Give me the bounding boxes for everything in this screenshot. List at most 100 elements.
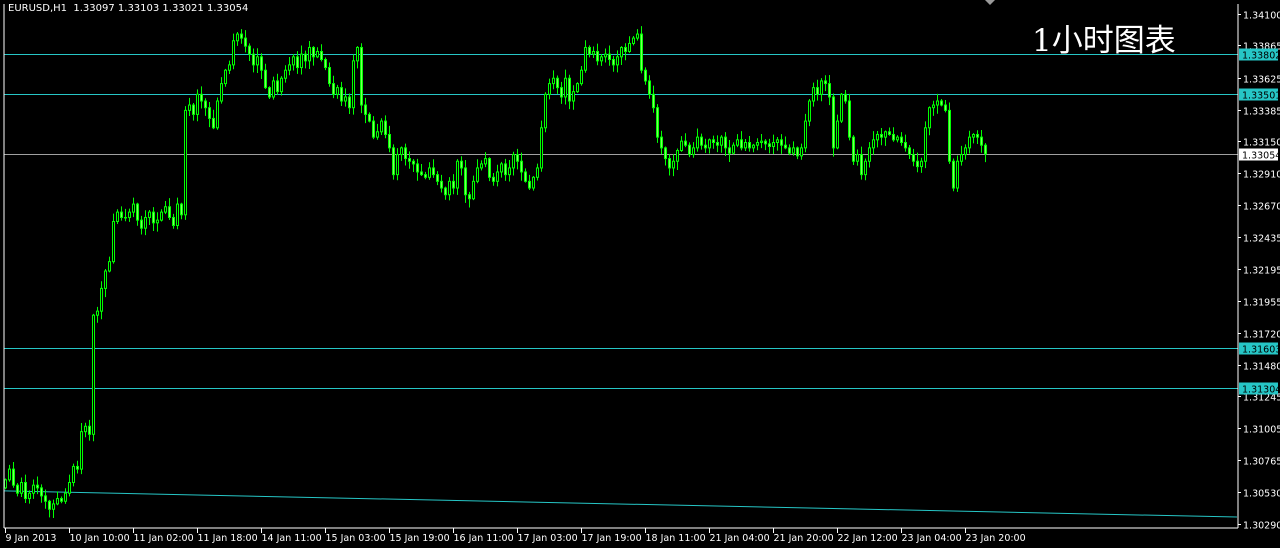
bull-candle-body [64,492,67,502]
time-tick-label: 15 Jan 03:00 [326,533,386,544]
candle [668,154,671,176]
candle [700,133,703,150]
price-tick-label: 1.32195 [1243,266,1280,277]
bear-candle-body [660,136,663,149]
bull-candle-body [164,206,167,213]
bear-candle-body [120,211,123,218]
candle [800,143,803,160]
bear-candle-body [644,69,647,82]
bull-candle-body [576,83,579,93]
candle [600,54,603,66]
candle [804,113,807,153]
candle [816,79,819,101]
bear-candle-body [764,140,767,145]
bear-candle-body [784,144,787,149]
candle [696,128,699,152]
candle [152,207,155,231]
candle [548,78,551,100]
candle [472,175,475,201]
bull-candle-body [336,87,339,95]
candle [180,202,183,220]
bull-candle-body [696,136,699,149]
level-price-label: 1.33802 [1242,51,1280,62]
price-tick-label: 1.33625 [1243,75,1280,86]
candle [664,146,667,166]
level-price-label: 1.31603 [1242,345,1280,356]
bear-candle-body [324,59,327,69]
bear-candle-body [704,144,707,149]
bear-candle-body [464,167,467,196]
bull-candle-body [960,154,963,162]
bull-candle-body [20,482,23,494]
bull-candle-body [772,142,775,148]
candles [4,26,987,519]
bear-candle-body [852,136,855,162]
candle [120,206,123,221]
candle [320,44,323,62]
candle [744,138,747,152]
candle [896,135,899,143]
bear-candle-body [204,100,207,109]
bear-candle-body [516,154,519,162]
bull-candle-body [884,131,887,138]
candle [52,499,55,519]
bear-candle-body [916,160,919,168]
bear-candle-body [264,69,267,89]
bear-candle-body [152,211,155,224]
bear-candle-body [908,147,911,156]
bull-candle-body [600,56,603,62]
candle [424,171,427,180]
bull-candle-body [868,147,871,162]
candle [224,68,227,87]
bear-candle-body [140,219,143,229]
candle [56,491,59,506]
candle [984,143,987,163]
candle [264,63,267,89]
candle [356,46,359,69]
bear-candle-body [372,120,375,138]
candle [732,142,735,155]
candle [532,175,535,191]
bull-candle-body [280,77,283,93]
bear-candle-body [556,77,559,89]
candle [860,146,863,180]
bear-candle-body [172,216,175,226]
candle [796,146,799,160]
candle [116,209,119,225]
bull-candle-body [284,69,287,79]
bear-candle-body [684,140,687,146]
price-tick-label: 1.31245 [1243,393,1280,404]
bear-candle-body [656,107,659,138]
bull-candle-body [812,87,815,102]
candle [404,143,407,166]
candle [564,69,567,105]
candle [60,496,63,504]
bear-candle-body [304,53,307,62]
candle [144,210,147,236]
candle [972,133,975,144]
candle [916,152,919,173]
candle [16,483,19,497]
candle [836,114,839,150]
bull-candle-body [760,140,763,144]
candle [480,160,483,171]
bear-candle-body [560,87,563,98]
candle [892,127,895,142]
bear-candle-body [268,87,271,98]
time-tick-label: 14 Jan 11:00 [262,533,322,544]
bull-candle-body [116,211,119,222]
candle [684,133,687,148]
price-axis: 1.34100 1.33865 1.33625 1.33385 1.33150 1.329… [1238,11,1280,532]
bull-candle-body [676,150,679,162]
bear-candle-body [36,484,39,489]
bear-candle-body [984,144,987,155]
price-tick-label: 1.30765 [1243,457,1280,468]
candle [964,144,967,160]
time-tick-label: 11 Jan 18:00 [198,533,258,544]
candle [584,40,587,73]
candle [280,76,283,96]
chart-shift-marker-icon[interactable] [985,0,995,5]
candle [132,197,135,218]
bull-candle-body [620,46,623,58]
